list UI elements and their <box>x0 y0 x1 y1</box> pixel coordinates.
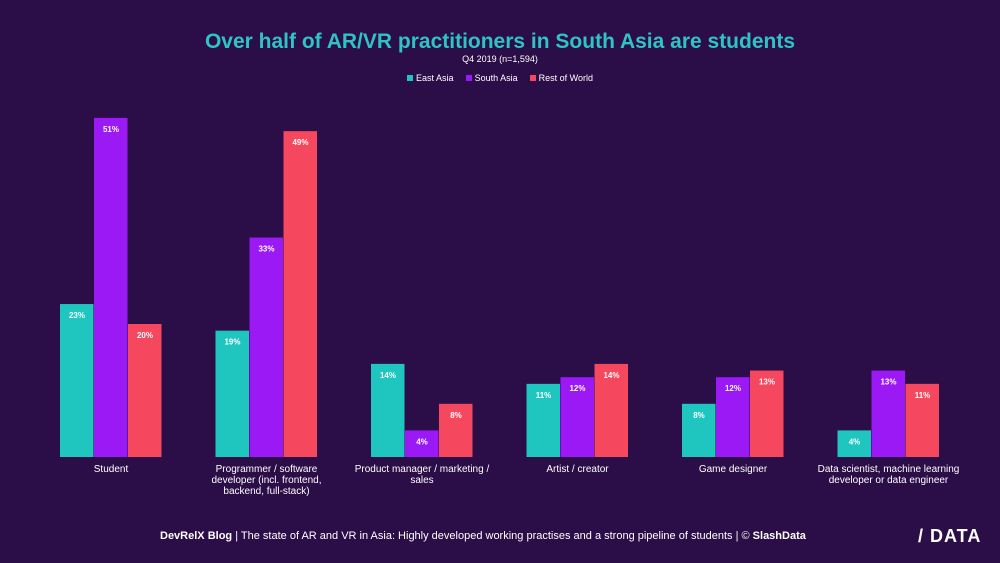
bar-east-asia-2 <box>371 363 405 457</box>
data-label-east-asia-4: 8% <box>693 411 705 420</box>
bar-rest-of-world-1 <box>283 131 317 457</box>
category-label-5-line-1: developer or data engineer <box>829 475 949 486</box>
bar-south-asia-3 <box>560 377 594 457</box>
data-label-rest-of-world-1: 49% <box>292 138 308 147</box>
data-label-rest-of-world-0: 20% <box>137 331 153 340</box>
bar-east-asia-0 <box>60 304 94 457</box>
data-label-east-asia-1: 19% <box>224 338 240 347</box>
data-label-south-asia-3: 12% <box>569 384 585 393</box>
bar-east-asia-3 <box>526 383 560 457</box>
legend-label-rest-of-world: Rest of World <box>538 73 593 83</box>
bar-east-asia-4 <box>682 403 716 457</box>
bar-rest-of-world-3 <box>594 363 628 457</box>
data-label-east-asia-5: 4% <box>849 437 861 446</box>
data-label-east-asia-0: 23% <box>69 311 85 320</box>
category-label-3-line-0: Artist / creator <box>546 464 609 475</box>
data-label-south-asia-5: 13% <box>880 378 896 387</box>
data-label-rest-of-world-3: 14% <box>603 371 619 380</box>
data-label-south-asia-1: 33% <box>258 245 274 254</box>
bar-south-asia-2 <box>405 430 439 457</box>
bar-rest-of-world-5 <box>905 383 939 457</box>
chart-title: Over half of AR/VR practitioners in Sout… <box>204 30 796 53</box>
bar-south-asia-5 <box>871 370 905 457</box>
legend-swatch-south-asia <box>465 75 472 81</box>
footer: DevRelX Blog | The state of AR and VR in… <box>160 530 806 542</box>
category-label-1-line-0: Programmer / software <box>216 464 318 475</box>
bar-rest-of-world-2 <box>439 403 473 457</box>
data-label-rest-of-world-2: 8% <box>450 411 462 420</box>
category-label-0-line-0: Student <box>94 464 129 475</box>
slashdata-logo: / DATA <box>918 526 982 546</box>
data-label-south-asia-2: 4% <box>416 437 428 446</box>
data-label-south-asia-4: 12% <box>725 384 741 393</box>
footer-text: | The state of AR and VR in Asia: Highly… <box>232 530 753 542</box>
bar-south-asia-1 <box>249 237 283 457</box>
data-label-south-asia-0: 51% <box>103 125 119 134</box>
data-label-rest-of-world-5: 11% <box>915 391 931 400</box>
legend-label-east-asia: East Asia <box>416 73 454 83</box>
category-label-2-line-0: Product manager / marketing / <box>355 464 490 475</box>
bar-east-asia-1 <box>215 330 249 457</box>
legend-item-rest-of-world: Rest of World <box>529 73 593 83</box>
legend-item-south-asia: South Asia <box>465 73 518 83</box>
bar-east-asia-5 <box>837 430 871 457</box>
bar-rest-of-world-0 <box>128 324 162 457</box>
legend-swatch-rest-of-world <box>529 75 536 81</box>
bar-south-asia-4 <box>716 377 750 457</box>
category-label-2-line-1: sales <box>410 475 433 486</box>
chart-subtitle: Q4 2019 (n=1,594) <box>462 54 538 64</box>
bar-south-asia-0 <box>94 117 128 457</box>
bar-rest-of-world-4 <box>750 370 784 457</box>
footer-brand: SlashData <box>752 530 806 542</box>
category-label-5-line-0: Data scientist, machine learning <box>818 464 960 475</box>
category-label-1-line-2: backend, full-stack) <box>223 486 309 497</box>
legend-swatch-east-asia <box>407 75 414 81</box>
category-label-1-line-1: developer (incl. frontend, <box>211 475 321 486</box>
legend-label-south-asia: South Asia <box>474 73 518 83</box>
category-label-4-line-0: Game designer <box>699 464 768 475</box>
legend: East Asia South Asia Rest of World <box>0 73 1000 83</box>
footer-blog: DevRelX Blog <box>160 530 233 542</box>
data-label-east-asia-2: 14% <box>380 371 396 380</box>
data-label-east-asia-3: 11% <box>536 391 552 400</box>
legend-item-east-asia: East Asia <box>407 73 454 83</box>
data-label-rest-of-world-4: 13% <box>759 378 775 387</box>
